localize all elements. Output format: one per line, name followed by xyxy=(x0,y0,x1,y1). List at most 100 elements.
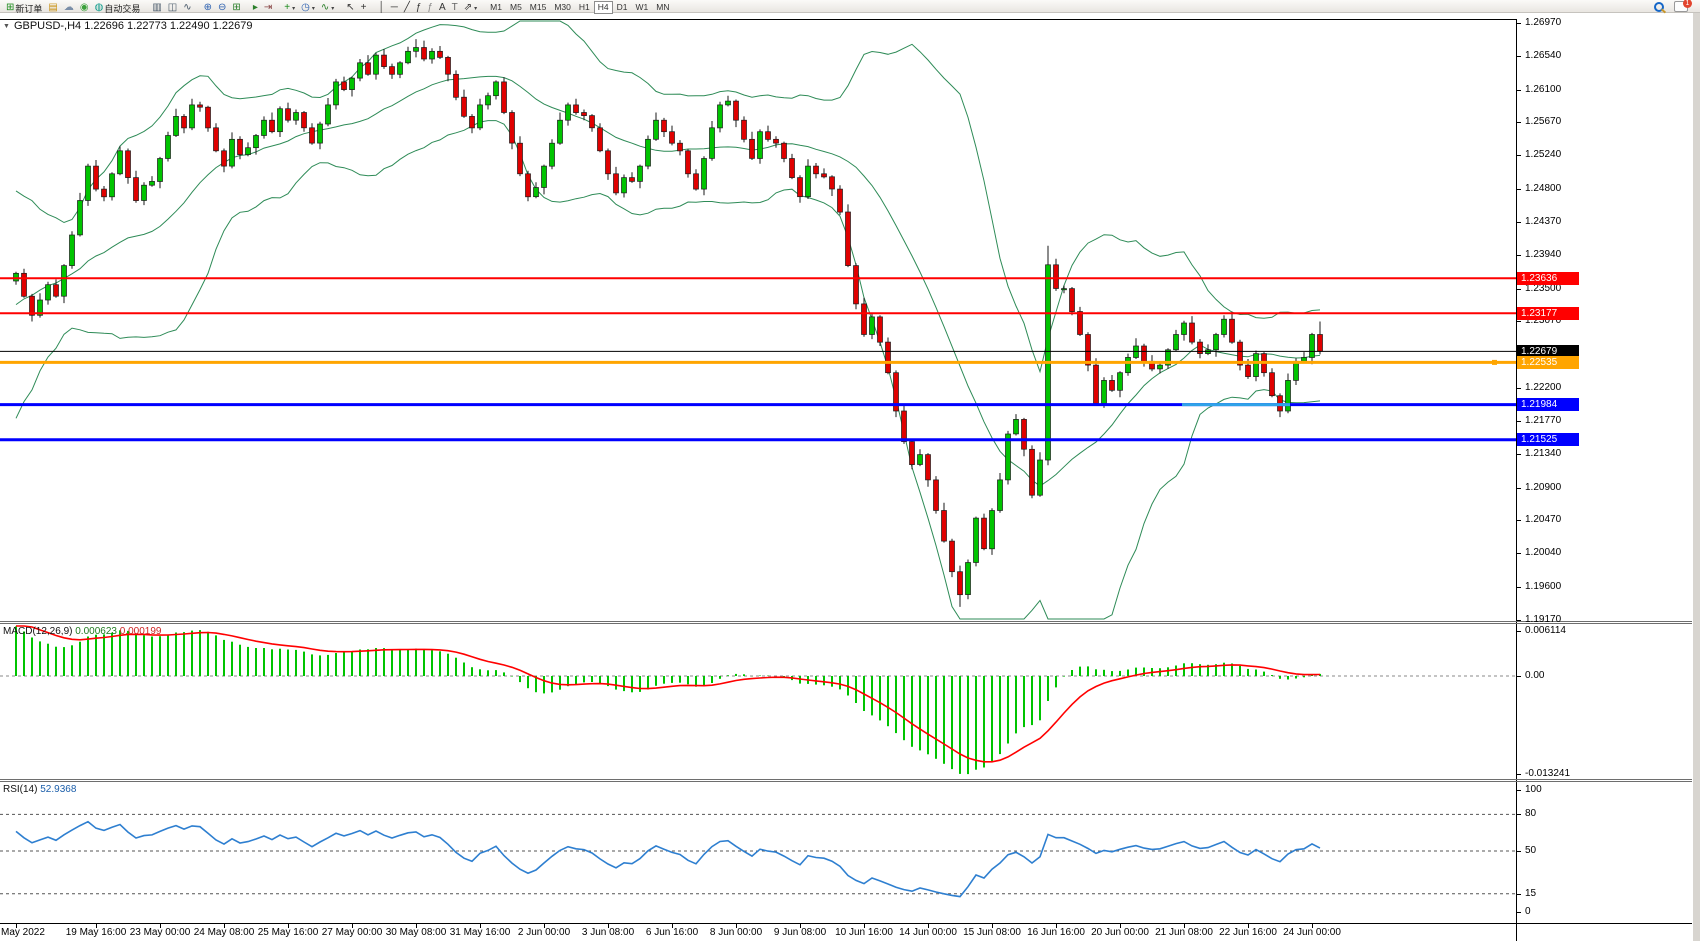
time-tick-mark xyxy=(224,924,225,928)
price-tick-mark xyxy=(1516,254,1521,256)
auto-trading-button[interactable]: ◍ 自动交易 xyxy=(92,2,144,15)
rsi-tick-mark xyxy=(1516,814,1521,816)
orange-line-handle xyxy=(1492,359,1497,365)
time-tick-label: 24 Jun 00:00 xyxy=(1283,927,1341,938)
macd-tick-label: 0.00 xyxy=(1525,670,1545,681)
zoom-in-button[interactable]: ⊕ xyxy=(201,2,215,15)
price-tick-mark xyxy=(1516,23,1521,24)
macd-indicator-label: MACD(12,26,9) 0.000623 0.000199 xyxy=(3,626,162,637)
history-book-button[interactable]: ▤ xyxy=(45,2,60,15)
macd-panel-canvas[interactable] xyxy=(0,624,1516,779)
timeframe-w1-button[interactable]: W1 xyxy=(635,2,649,12)
timeframe-h4-button[interactable]: H4 xyxy=(593,0,613,14)
price-tick-mark xyxy=(1516,189,1521,191)
time-tick-label: 2 Jun 00:00 xyxy=(517,927,571,938)
arrows-icon: ⇗ xyxy=(463,2,473,13)
macd-signal-line xyxy=(16,625,1321,763)
time-tick-label: 21 Jun 08:00 xyxy=(1155,927,1213,938)
bar-chart-button[interactable]: ▥ xyxy=(149,2,164,15)
time-tick-mark xyxy=(672,924,673,928)
macd-tick-mark xyxy=(1516,630,1521,632)
zoom-out-button[interactable]: ⊖ xyxy=(215,2,229,15)
fibonacci-button[interactable]: ƒ xyxy=(413,2,425,15)
rsi-tick-label: 100 xyxy=(1525,784,1542,795)
search-icon[interactable] xyxy=(1654,1,1664,12)
time-tick-label: 27 May 00:00 xyxy=(321,927,383,938)
price-level-badge: 1.21525 xyxy=(1517,433,1579,447)
signal-icon: ◉ xyxy=(79,2,89,13)
time-tick-mark xyxy=(736,924,737,928)
arrows-button[interactable]: ⇗ ▾ xyxy=(461,2,480,15)
notifications-icon[interactable]: 1 xyxy=(1674,0,1692,12)
vertical-line-button[interactable]: │ xyxy=(375,2,387,15)
auto-scroll-icon: ▸ xyxy=(252,2,258,13)
time-tick-label: 23 May 00:00 xyxy=(129,927,191,938)
rsi-indicator-label: RSI(14) 52.9368 xyxy=(3,784,77,795)
text-icon: A xyxy=(438,2,446,13)
timeframe-m1-button[interactable]: M1 xyxy=(490,2,502,12)
price-tick-label: 1.20470 xyxy=(1525,514,1562,526)
price-axis-separator xyxy=(1516,19,1517,941)
cloud-button[interactable]: ☁ xyxy=(61,2,77,15)
rsi-panel-divider2 xyxy=(0,781,1692,782)
periods-button[interactable]: ◷ ▾ xyxy=(298,2,318,15)
cloud-icon: ☁ xyxy=(63,2,74,13)
time-tick-label: 8 Jun 00:00 xyxy=(709,927,763,938)
candle-chart-button[interactable]: ◫ xyxy=(165,2,180,15)
templates-button[interactable]: ∿ ▾ xyxy=(318,2,337,15)
symbol-dropdown-icon[interactable]: ▼ xyxy=(3,22,10,30)
new-order-button[interactable]: ⊞ 新订单 xyxy=(3,2,45,15)
fibonacci-expansion-button[interactable]: ƒ xyxy=(424,2,436,15)
cursor-button[interactable]: ↖ xyxy=(343,2,357,15)
timeframe-h1-button[interactable]: H1 xyxy=(578,2,590,12)
trend-line-button[interactable]: ╱ xyxy=(401,2,413,15)
macd-histogram xyxy=(15,626,1321,775)
auto-scroll-button[interactable]: ▸ xyxy=(250,2,261,15)
periods-icon: ◷ xyxy=(301,2,310,13)
timeframe-d1-button[interactable]: D1 xyxy=(616,2,628,12)
macd-tick-mark xyxy=(1516,676,1521,677)
dropdown-arrow-icon[interactable]: ▾ xyxy=(311,5,315,12)
time-tick-mark xyxy=(992,924,993,928)
toolbar-right: 1 xyxy=(1654,0,1692,12)
rsi-panel-canvas[interactable] xyxy=(0,782,1516,923)
time-tick-label: 15 Jun 08:00 xyxy=(963,927,1021,938)
indicators-button[interactable]: + ▾ xyxy=(281,2,298,15)
price-level-badge: 1.22679 xyxy=(1517,344,1579,358)
price-tick-label: 1.24800 xyxy=(1525,183,1562,195)
crosshair-button[interactable]: + xyxy=(358,2,370,15)
text-button[interactable]: A xyxy=(436,2,449,15)
timeframe-m15-button[interactable]: M15 xyxy=(529,2,547,12)
price-level-badge: 1.23636 xyxy=(1517,271,1579,285)
dropdown-arrow-icon[interactable]: ▾ xyxy=(474,5,478,12)
timeframe-m5-button[interactable]: M5 xyxy=(509,2,522,12)
main-chart-canvas[interactable] xyxy=(0,20,1516,621)
candles-layer xyxy=(13,47,1323,596)
line-chart-button[interactable]: ∿ xyxy=(180,2,194,15)
timeframe-mn-button[interactable]: MN xyxy=(656,2,670,12)
price-tick-label: 1.26100 xyxy=(1525,83,1562,95)
tile-windows-button[interactable]: ⊞ xyxy=(229,2,243,15)
auto-trading-icon: ◍ xyxy=(94,2,104,13)
macd-panel-divider[interactable] xyxy=(0,621,1692,622)
time-tick-mark xyxy=(928,924,929,928)
dropdown-arrow-icon[interactable]: ▾ xyxy=(292,5,296,12)
horizontal-line-button[interactable]: ─ xyxy=(388,2,401,15)
rsi-panel-divider[interactable] xyxy=(0,779,1692,780)
time-tick-label: 18 May 2022 xyxy=(0,927,45,938)
chart-shift-button[interactable]: ⇥ xyxy=(261,2,275,15)
price-tick-mark xyxy=(1516,122,1521,124)
dropdown-arrow-icon[interactable]: ▾ xyxy=(331,5,335,12)
rsi-tick-mark xyxy=(1516,912,1521,913)
time-tick-label: 30 May 08:00 xyxy=(385,927,447,938)
time-tick-mark xyxy=(1120,924,1121,928)
signal-button[interactable]: ◉ xyxy=(77,2,92,15)
price-tick-mark xyxy=(1516,420,1521,422)
time-tick-mark xyxy=(352,924,353,928)
text-label-button[interactable]: T xyxy=(449,2,461,15)
time-tick-mark xyxy=(1056,924,1057,928)
timeframe-m30-button[interactable]: M30 xyxy=(554,2,571,12)
window-edge-strip[interactable] xyxy=(1693,13,1700,941)
price-tick-label: 1.25240 xyxy=(1525,149,1562,161)
